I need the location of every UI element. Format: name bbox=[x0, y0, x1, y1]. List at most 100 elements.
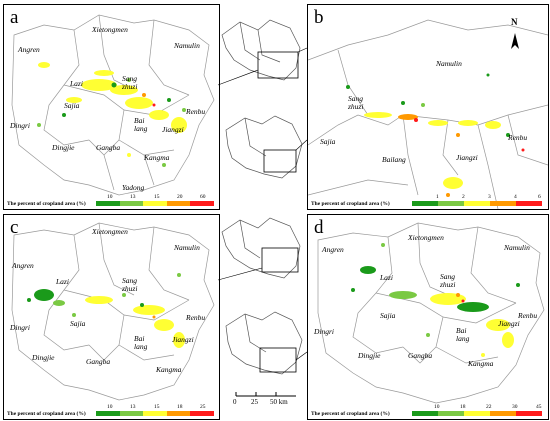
connector-line-b-top bbox=[297, 47, 308, 53]
place-namulin-a: Namulin bbox=[174, 41, 200, 50]
place-renbu-a: Renbu bbox=[186, 107, 206, 116]
north-arrow-icon bbox=[511, 33, 519, 49]
map-panel-a: a Angren Xietongmen Namulin Lazi Sang zh… bbox=[3, 4, 220, 210]
place-namulin-d: Namulin bbox=[504, 243, 530, 252]
inset-extent-box-c bbox=[261, 247, 299, 273]
place-sajia-b: Sajia bbox=[320, 137, 336, 146]
inset-extent-box-d bbox=[259, 347, 297, 373]
place-namulin-c: Namulin bbox=[174, 243, 200, 252]
legend-tick-d-1: 18 bbox=[460, 404, 466, 410]
place-sangzhuzi-d: Sang zhuzi bbox=[440, 272, 456, 289]
place-gangba-c: Gangba bbox=[86, 357, 111, 366]
legend-bar-a bbox=[96, 201, 214, 206]
legend-tick-a-4: 60 bbox=[200, 194, 206, 200]
legend-tick-d-2: 22 bbox=[486, 404, 492, 410]
place-dingjie-a: Dingjie bbox=[52, 143, 75, 152]
place-xietongmen-d: Xietongmen bbox=[408, 233, 444, 242]
legend-tick-a-3: 20 bbox=[177, 194, 183, 200]
inset-extent-box-mid bbox=[263, 149, 297, 173]
map-b-boundaries bbox=[308, 19, 548, 209]
inset-outline-top bbox=[221, 19, 301, 81]
map-panel-c: c Xietongmen Namulin Angren Lazi Sang zh… bbox=[3, 214, 220, 420]
scale-label-50km: 50 km bbox=[270, 398, 288, 406]
place-lazi-c: Lazi bbox=[56, 277, 69, 286]
legend-tick-c-4: 25 bbox=[200, 404, 206, 410]
place-angren-a: Angren bbox=[18, 45, 40, 54]
panel-label-c: c bbox=[10, 217, 19, 238]
legend-bar-c bbox=[96, 411, 214, 416]
place-bailang-c: Bai lang bbox=[134, 334, 148, 351]
cropland-points-b bbox=[346, 73, 525, 197]
place-dingjie-d: Dingjie bbox=[358, 351, 381, 360]
legend-tick-d-0: 10 bbox=[434, 404, 440, 410]
place-kangma-d: Kangma bbox=[468, 359, 494, 368]
legend-tick-b-0: 1 bbox=[436, 194, 439, 200]
legend-tick-d-3: 30 bbox=[512, 404, 518, 410]
panel-label-d: d bbox=[314, 217, 324, 238]
legend-title-d: The percent of cropland area (%) bbox=[311, 411, 390, 417]
legend-tick-b-4: 6 bbox=[538, 194, 541, 200]
place-renbu-d: Renbu bbox=[518, 311, 538, 320]
place-sajia-d: Sajia bbox=[380, 311, 396, 320]
legend-tick-c-1: 13 bbox=[130, 404, 136, 410]
inset-extent-box-top bbox=[257, 51, 299, 79]
place-sajia-c: Sajia bbox=[70, 319, 86, 328]
place-sajia-a: Sajia bbox=[64, 101, 80, 110]
legend-tick-c-0: 10 bbox=[107, 404, 113, 410]
place-jiangzi-d: Jiangzi bbox=[498, 319, 520, 328]
legend-tick-a-1: 13 bbox=[130, 194, 136, 200]
place-bailang-d: Bai lang bbox=[456, 326, 470, 343]
cropland-points-c bbox=[27, 273, 185, 348]
legend-tick-a-2: 15 bbox=[154, 194, 160, 200]
place-dingjie-c: Dingjie bbox=[32, 353, 55, 362]
place-sangzhuzi-b: Sang zhuzi bbox=[348, 94, 364, 111]
inset-outline-d bbox=[225, 311, 303, 375]
map-c-boundaries bbox=[11, 222, 215, 401]
legend-bar-b bbox=[412, 201, 542, 206]
connector-line-c bbox=[217, 267, 263, 281]
map-d-boundaries bbox=[317, 222, 545, 404]
legend-bar-d bbox=[412, 411, 542, 416]
place-renbu-c: Renbu bbox=[186, 313, 206, 322]
legend-tick-b-2: 3 bbox=[488, 194, 491, 200]
place-kangma-c: Kangma bbox=[156, 365, 182, 374]
legend-tick-c-3: 18 bbox=[177, 404, 183, 410]
place-kangma-a: Kangma bbox=[144, 153, 170, 162]
cropland-points-a bbox=[37, 62, 187, 167]
legend-tick-c-2: 15 bbox=[154, 404, 160, 410]
place-dingri-d: Dingri bbox=[314, 327, 335, 336]
legend-title-b: The percent of cropland area (%) bbox=[311, 201, 390, 207]
legend-tick-b-3: 4 bbox=[514, 194, 517, 200]
connector-line-d bbox=[295, 351, 308, 361]
legend-title-a: The percent of cropland area (%) bbox=[7, 201, 86, 207]
map-panel-b: b N Namulin Sang zhuzi Sajia Bailang Jia… bbox=[307, 4, 549, 210]
cropland-points-d bbox=[351, 243, 520, 357]
place-gangba-d: Gangba bbox=[408, 351, 433, 360]
scale-bar bbox=[235, 392, 296, 397]
map-panel-d: d Angren Xietongmen Namulin Lazi Sang zh… bbox=[307, 214, 549, 420]
place-lazi-a: Lazi bbox=[70, 79, 83, 88]
connector-line-a bbox=[217, 69, 259, 86]
place-sangzhuzi-a: Sang zhuzi bbox=[122, 74, 138, 91]
panel-label-b: b bbox=[314, 7, 324, 28]
map-a-boundaries bbox=[11, 14, 215, 196]
place-xietongmen-a: Xietongmen bbox=[92, 25, 128, 34]
place-jiangzi-a: Jiangzi bbox=[162, 125, 184, 134]
legend-tick-b-1: 2 bbox=[462, 194, 465, 200]
place-dingri-c: Dingri bbox=[10, 323, 31, 332]
north-label: N bbox=[511, 17, 518, 27]
legend-tick-a-0: 10 bbox=[107, 194, 113, 200]
place-renbu-b: Renbu bbox=[508, 133, 528, 142]
panel-label-a: a bbox=[10, 7, 19, 28]
place-lazi-d: Lazi bbox=[380, 273, 393, 282]
legend-title-c: The percent of cropland area (%) bbox=[7, 411, 86, 417]
inset-outline-mid bbox=[225, 115, 303, 179]
scale-label-0: 0 bbox=[233, 398, 237, 406]
legend-tick-d-4: 45 bbox=[536, 404, 542, 410]
place-xietongmen-c: Xietongmen bbox=[92, 227, 128, 236]
place-yadong-a: Yadong bbox=[122, 183, 145, 192]
place-angren-d: Angren bbox=[322, 245, 344, 254]
inset-outline-c bbox=[221, 217, 301, 279]
connector-line-b bbox=[295, 139, 308, 151]
place-sangzhuzi-c: Sang zhuzi bbox=[122, 276, 138, 293]
